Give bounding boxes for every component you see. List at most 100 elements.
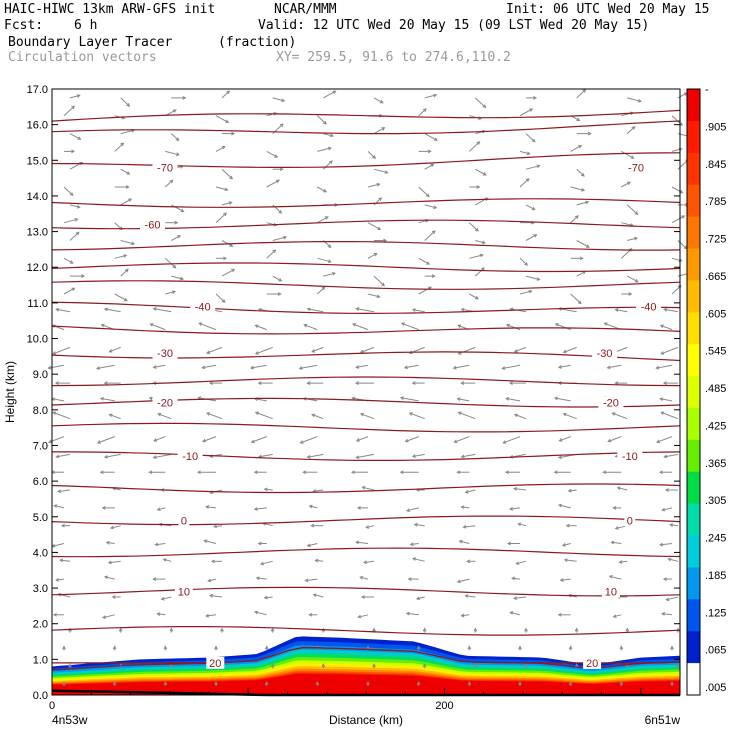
vector-head [501,366,506,370]
vector-head [557,503,563,508]
vector-head [513,487,518,491]
vector-shaft [525,133,536,143]
vector-head [457,324,462,329]
vector-shaft [109,414,121,420]
vector-head [365,525,370,529]
vector-head [561,543,566,547]
vector-shaft [469,254,484,259]
vector-shaft [204,540,217,544]
vector-head [559,578,564,582]
vector-shaft [266,179,280,188]
temperature-contour [51,515,681,526]
vector-head [505,397,510,401]
vector-shaft [562,543,571,546]
vector-head [456,470,461,475]
vector-shaft [519,290,532,295]
vector-head [152,365,157,369]
vector-head [179,276,185,281]
vector-head [225,119,230,123]
vector-head [536,164,541,169]
vector-head [310,523,315,528]
vector-head [229,243,234,247]
vector-shaft [576,168,585,177]
vector-shaft [313,594,324,598]
vector-head [213,524,217,529]
vector-shaft [671,186,683,194]
vector-head [109,525,115,530]
vector-shaft [164,257,176,269]
vector-shaft [165,291,176,295]
vector-shaft [108,560,121,564]
vector-shaft [458,411,476,420]
contour-label-bg [152,161,178,174]
vector-shaft [153,308,172,313]
vector-head [107,560,112,565]
vector-shaft [206,346,223,354]
y-tick-label: 7.0 [33,440,48,452]
vector-shaft [157,613,166,616]
colorbar-label: .425 [705,420,726,432]
vector-head [148,470,153,475]
contour-label: 10 [605,587,617,599]
vector-head [408,412,413,416]
contour-label: -30 [157,348,173,360]
vector-shaft [518,523,527,527]
vector-shaft [613,614,622,618]
vector-shaft [120,168,130,175]
colorbar-swatch [687,663,700,696]
vector-shaft [307,308,324,313]
vector-head [574,215,579,219]
vector-head [431,230,436,234]
vector-head [661,612,666,616]
vector-head [351,396,356,401]
vector-shaft [570,145,582,152]
vector-shaft [418,186,430,197]
vector-head [253,470,258,475]
vector-shaft [570,293,582,304]
colorbar-swatch [687,184,700,218]
vector-shaft [266,249,276,259]
vector-shaft [48,364,65,369]
colorbar-label: .485 [705,383,726,395]
vector-head [154,542,159,547]
vector-head [476,141,481,145]
vector-head [513,413,518,418]
vector-head [182,96,187,100]
vector-head [299,440,304,444]
vector-head [558,438,563,442]
vector-shaft [510,611,521,616]
temperature-contour [51,586,681,597]
vector-shaft [109,346,121,353]
colorbar-swatch [687,631,700,664]
vector-shaft [554,397,571,402]
vector-shaft [170,133,180,141]
vector-head [175,137,180,142]
vector-shaft [352,323,369,331]
vector-head [400,322,405,326]
vector-head [580,173,585,177]
vector-head [357,614,362,619]
vector-head [253,610,259,615]
vector-shaft [63,186,74,196]
vector-shaft [401,322,419,331]
vector-shaft [250,364,267,369]
vector-shaft [120,129,135,135]
vector-head [415,596,420,601]
contour-label: 20 [586,658,598,670]
vector-head [201,438,206,443]
vector-head [206,350,211,354]
y-tick-label: 10.0 [27,334,48,346]
vector-shaft [367,253,378,259]
vector-head [676,663,680,668]
vector-head [323,120,327,125]
vector-head [163,681,168,685]
vector-head [511,576,515,581]
vector-shaft [627,275,639,283]
vector-shaft [153,364,166,368]
vector-head [670,681,674,685]
colorbar-swatch [687,599,700,632]
vector-head [411,557,417,561]
vector-head [205,505,210,509]
vector-head [124,268,129,273]
